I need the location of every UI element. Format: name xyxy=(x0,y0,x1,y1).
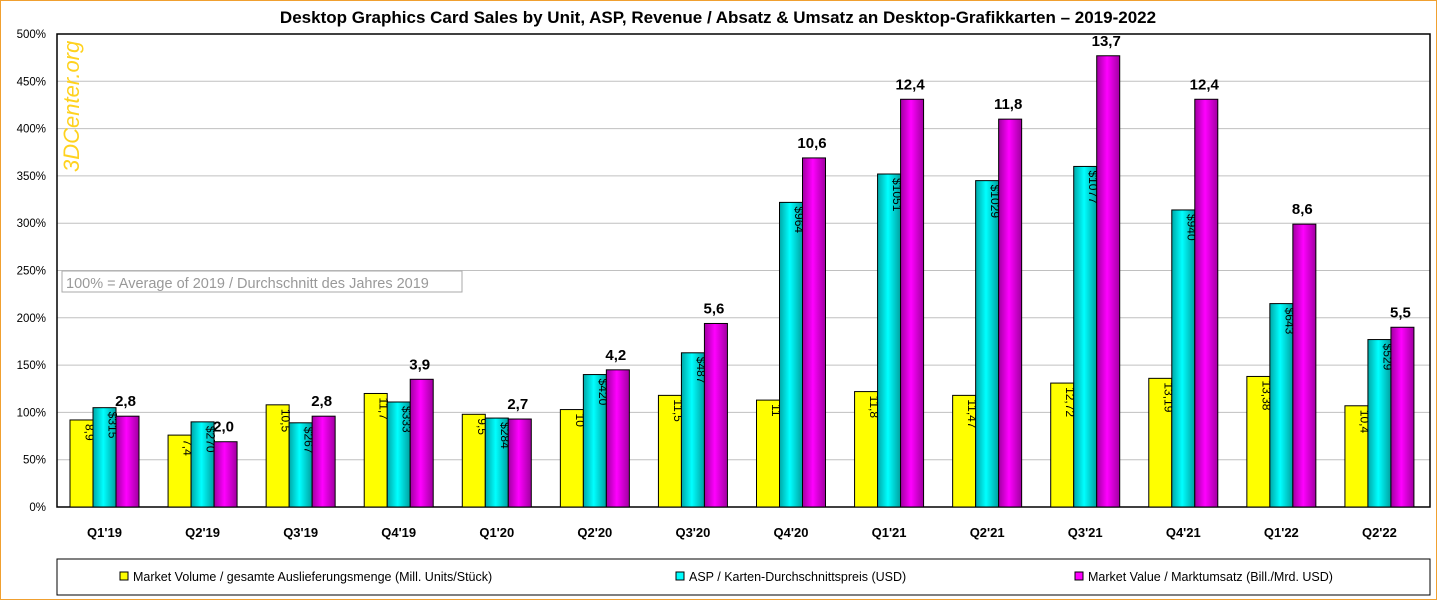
chart-title: Desktop Graphics Card Sales by Unit, ASP… xyxy=(280,8,1156,27)
x-tick-label: Q1'22 xyxy=(1264,525,1299,540)
x-tick-label: Q1'20 xyxy=(479,525,514,540)
y-tick-label: 200% xyxy=(17,313,46,325)
x-tick-label: Q3'20 xyxy=(675,525,710,540)
y-tick-label: 250% xyxy=(17,266,46,278)
bar-asp xyxy=(779,201,803,508)
bar-data-label: 3,9 xyxy=(409,356,430,373)
x-tick-label: Q4'21 xyxy=(1166,525,1201,540)
bar-value xyxy=(998,118,1023,508)
y-tick-label: 100% xyxy=(17,407,46,419)
bar-data-label: 11,8 xyxy=(994,96,1022,113)
y-tick-label: 300% xyxy=(17,218,46,230)
bar-value xyxy=(115,415,140,508)
bar-data-label: 13,7 xyxy=(1092,33,1121,50)
bar-data-label: 4,2 xyxy=(605,347,626,364)
x-tick-label: Q3'19 xyxy=(283,525,318,540)
y-tick-label: 450% xyxy=(17,76,46,88)
bar-value xyxy=(507,418,532,508)
legend-label: ASP / Karten-Durchschnittspreis (USD) xyxy=(689,570,906,584)
note-box xyxy=(61,270,463,293)
legend-swatch xyxy=(675,571,685,581)
bar-data-label: 10,6 xyxy=(797,135,826,152)
legend-label: Market Value / Marktumsatz (Bill./Mrd. U… xyxy=(1088,570,1333,584)
x-tick-label: Q2'20 xyxy=(577,525,612,540)
watermark: 3DCenter.org xyxy=(59,40,84,172)
legend-swatch xyxy=(1074,571,1084,581)
bar-data-label: 2,0 xyxy=(213,419,234,436)
y-tick-label: 350% xyxy=(17,171,46,183)
bar-value xyxy=(213,441,238,508)
plot-area xyxy=(56,33,1431,508)
bar-data-label: 5,5 xyxy=(1390,304,1411,321)
legend xyxy=(56,558,1431,596)
bar-data-label: 2,7 xyxy=(507,396,528,413)
legend-swatch xyxy=(119,571,129,581)
x-tick-label: Q4'19 xyxy=(381,525,416,540)
bar-value xyxy=(703,322,728,508)
y-tick-label: 150% xyxy=(17,360,46,372)
note-text: 100% = Average of 2019 / Durchschnitt de… xyxy=(66,276,429,292)
bar-value xyxy=(1390,326,1415,508)
bar-data-label: 2,8 xyxy=(311,393,332,410)
legend-label: Market Volume / gesamte Auslieferungsmen… xyxy=(133,570,492,584)
bar-value xyxy=(900,98,925,508)
bar-asp xyxy=(877,173,902,508)
bar-data-label: 12,4 xyxy=(895,76,925,93)
y-tick-label: 50% xyxy=(23,455,46,467)
bar-value xyxy=(1292,223,1317,508)
x-tick-label: Q2'19 xyxy=(185,525,220,540)
bar-data-label: 8,6 xyxy=(1292,201,1313,218)
bar-data-label: 12,4 xyxy=(1190,76,1220,93)
bar-asp xyxy=(1073,165,1098,508)
bar-asp xyxy=(975,180,1000,508)
bar-data-label: 5,6 xyxy=(703,300,724,317)
bar-data-label: 2,8 xyxy=(115,393,136,410)
bar-asp xyxy=(1171,209,1196,508)
x-tick-label: Q1'19 xyxy=(87,525,122,540)
y-tick-label: 0% xyxy=(29,502,46,514)
bar-value xyxy=(311,415,336,508)
bar-value xyxy=(1096,55,1121,508)
bar-value xyxy=(605,369,630,508)
bar-value xyxy=(1194,98,1219,508)
y-tick-label: 400% xyxy=(17,124,46,136)
bar-value xyxy=(802,157,826,508)
x-tick-label: Q2'22 xyxy=(1362,525,1397,540)
x-tick-label: Q4'20 xyxy=(774,525,809,540)
x-tick-label: Q1'21 xyxy=(872,525,907,540)
bar-value xyxy=(409,378,434,508)
y-tick-label: 500% xyxy=(17,29,46,41)
x-tick-label: Q2'21 xyxy=(970,525,1005,540)
x-tick-label: Q3'21 xyxy=(1068,525,1103,540)
